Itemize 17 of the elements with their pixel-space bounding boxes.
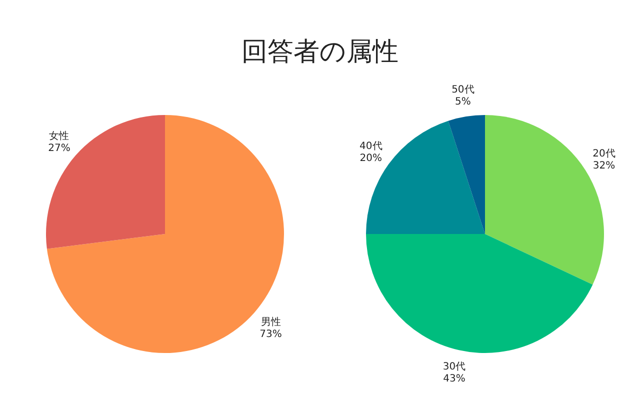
- data-label: 20%: [360, 153, 382, 164]
- data-label: 32%: [592, 160, 616, 172]
- pie-slice: [448, 115, 485, 234]
- slice-label: 40代: [360, 141, 382, 152]
- pie-slice: [366, 234, 593, 353]
- slice-label: 女性: [49, 130, 70, 142]
- slice-label: 50代: [452, 84, 474, 96]
- pie-slice: [46, 115, 284, 353]
- data-label: 73%: [260, 329, 282, 340]
- pie-slice: [46, 115, 165, 249]
- slice-label: 男性: [260, 316, 281, 328]
- chart-title: 回答者の属性: [240, 36, 400, 69]
- data-label: 43%: [443, 374, 466, 385]
- data-label: 27%: [48, 142, 70, 154]
- data-label: 5%: [455, 96, 471, 108]
- slice-label: 20代: [592, 148, 616, 160]
- slice-label: 30代: [442, 362, 466, 373]
